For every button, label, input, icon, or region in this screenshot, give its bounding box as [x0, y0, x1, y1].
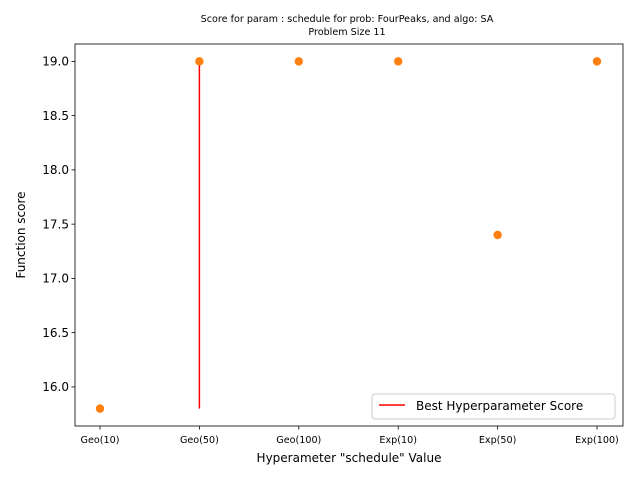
y-tick-label: 16.0: [42, 380, 69, 394]
x-tick-label: Exp(10): [379, 435, 417, 446]
legend-box: [371, 393, 616, 420]
y-tick-label: 19.0: [42, 55, 69, 69]
y-tick-label: 17.5: [42, 217, 69, 231]
y-tick-label: 16.5: [42, 326, 69, 340]
data-point: [493, 230, 502, 240]
x-tick-label: Exp(100): [575, 435, 619, 446]
legend: Best Hyperparameter Score: [371, 393, 616, 420]
x-axis-ticks: Geo(10) Geo(50) Geo(100) Exp(10) Exp(50) Exp(…: [81, 426, 619, 446]
y-axis-label: Function score: [14, 191, 28, 278]
x-axis-label: Hyperameter "schedule" Value: [257, 451, 442, 465]
y-tick-label: 18.0: [42, 163, 69, 177]
plot-area: [95, 57, 602, 413]
y-tick-label: 17.0: [42, 272, 69, 286]
chart-subtitle: Problem Size 11: [308, 27, 385, 38]
x-tick-label: Geo(50): [180, 435, 219, 446]
chart-title: Score for param : schedule for prob: Fou…: [201, 14, 494, 25]
y-tick-label: 18.5: [42, 109, 69, 123]
data-point: [394, 57, 403, 66]
data-point: [294, 57, 303, 66]
x-tick-label: Geo(10): [81, 435, 120, 446]
axes-frame: [74, 43, 624, 427]
x-tick-label: Geo(100): [276, 435, 321, 446]
data-point: [195, 57, 204, 66]
data-point: [592, 57, 602, 66]
data-point: [95, 404, 105, 413]
x-tick-label: Exp(50): [479, 435, 517, 446]
y-axis-ticks: 16.0 16.5 17.0 17.5 18.0 18.5 19.0: [42, 55, 75, 394]
legend-label: Best Hyperparameter Score: [416, 399, 583, 413]
